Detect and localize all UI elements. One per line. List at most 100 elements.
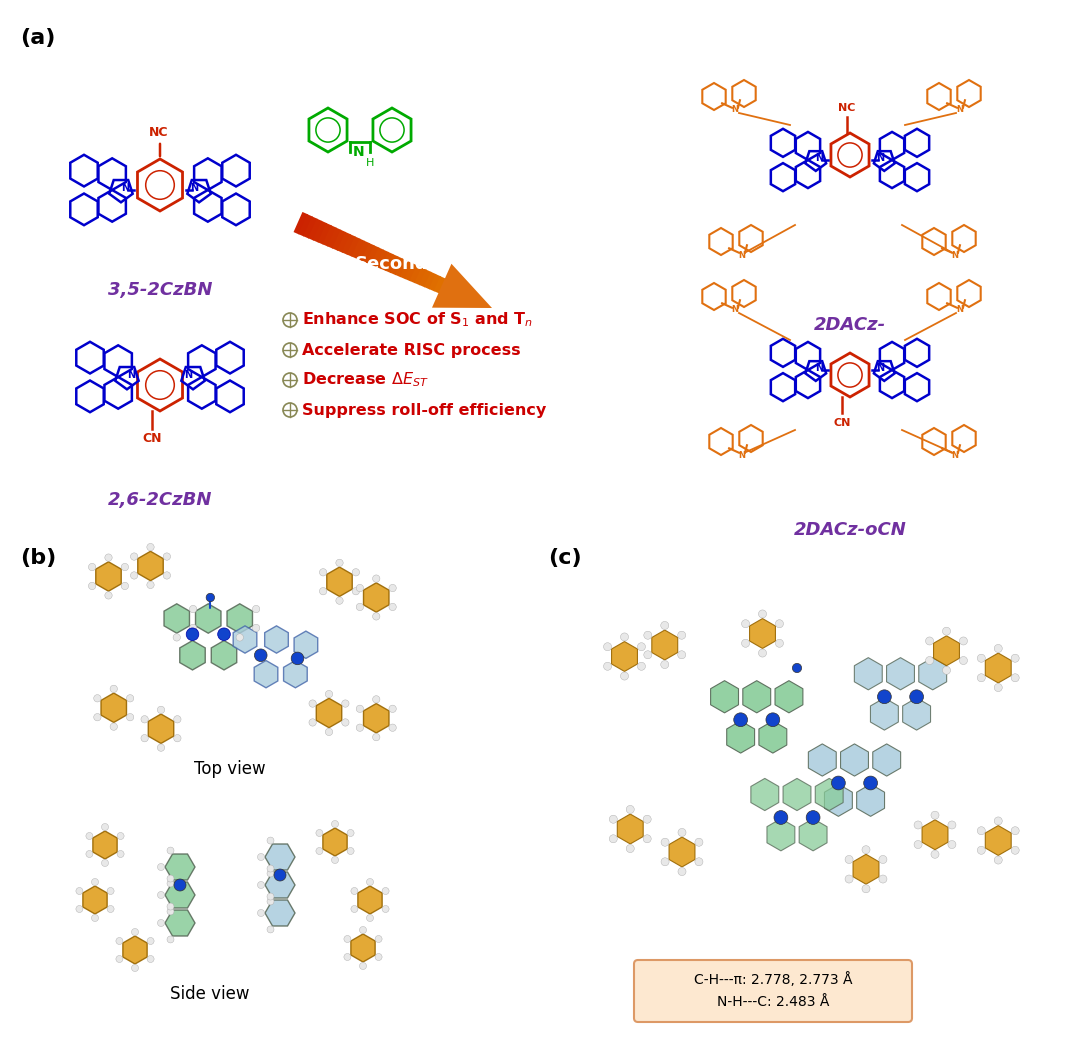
Circle shape [147, 544, 154, 551]
Text: N: N [876, 363, 885, 374]
Circle shape [366, 914, 374, 922]
Circle shape [661, 660, 669, 668]
Polygon shape [265, 872, 295, 898]
Text: N: N [951, 250, 959, 260]
Text: (c): (c) [548, 548, 582, 568]
Circle shape [158, 891, 164, 899]
Text: (a): (a) [21, 29, 55, 48]
Polygon shape [364, 583, 389, 612]
Circle shape [1011, 674, 1020, 682]
Circle shape [117, 832, 124, 840]
Polygon shape [767, 818, 795, 851]
Polygon shape [323, 828, 347, 856]
Circle shape [320, 587, 327, 595]
Polygon shape [327, 567, 352, 597]
Circle shape [1011, 655, 1020, 662]
Circle shape [742, 620, 750, 627]
Circle shape [774, 811, 787, 825]
Text: N: N [121, 184, 130, 193]
Polygon shape [424, 271, 436, 289]
Circle shape [325, 729, 333, 736]
Polygon shape [405, 263, 417, 281]
Circle shape [94, 714, 102, 721]
Circle shape [621, 672, 629, 680]
Polygon shape [870, 698, 899, 730]
Circle shape [336, 560, 343, 566]
Polygon shape [333, 229, 347, 251]
Polygon shape [265, 626, 288, 654]
Polygon shape [342, 234, 355, 254]
Circle shape [110, 723, 118, 731]
Polygon shape [165, 882, 195, 908]
Polygon shape [727, 721, 755, 753]
Polygon shape [347, 237, 361, 257]
Circle shape [373, 612, 380, 620]
Circle shape [332, 821, 338, 828]
Polygon shape [93, 831, 117, 859]
Circle shape [877, 690, 891, 703]
Polygon shape [775, 681, 802, 713]
Polygon shape [922, 819, 948, 850]
Circle shape [218, 628, 230, 641]
Circle shape [174, 716, 181, 723]
Text: N: N [951, 451, 959, 459]
Circle shape [948, 821, 956, 829]
Circle shape [267, 865, 274, 872]
Text: Second: Second [355, 254, 429, 274]
Circle shape [862, 885, 870, 892]
Polygon shape [376, 249, 389, 269]
Polygon shape [351, 239, 365, 259]
Circle shape [107, 887, 114, 894]
Circle shape [977, 674, 985, 682]
Polygon shape [856, 785, 885, 816]
Polygon shape [434, 277, 446, 294]
Text: Accelerate RISC process: Accelerate RISC process [302, 342, 521, 358]
Circle shape [352, 587, 360, 595]
Circle shape [347, 848, 354, 854]
Polygon shape [386, 254, 399, 274]
Circle shape [332, 856, 338, 864]
Text: CN: CN [834, 418, 851, 428]
Circle shape [644, 815, 651, 824]
Polygon shape [611, 642, 637, 672]
Circle shape [864, 776, 877, 790]
Polygon shape [840, 743, 868, 776]
Circle shape [86, 850, 93, 857]
Circle shape [943, 666, 950, 675]
Circle shape [862, 846, 870, 853]
Circle shape [351, 887, 357, 894]
Circle shape [959, 637, 968, 645]
Polygon shape [824, 785, 852, 816]
Polygon shape [415, 267, 427, 285]
Circle shape [977, 655, 985, 662]
Circle shape [356, 584, 364, 591]
Text: CN: CN [143, 433, 162, 446]
Circle shape [158, 920, 164, 926]
Text: N: N [353, 145, 365, 159]
Polygon shape [254, 660, 278, 687]
Circle shape [1011, 827, 1020, 834]
Polygon shape [783, 778, 811, 811]
Polygon shape [83, 886, 107, 914]
Circle shape [347, 830, 354, 836]
Polygon shape [298, 214, 313, 237]
Text: N: N [876, 153, 885, 164]
Polygon shape [419, 269, 432, 287]
Polygon shape [380, 251, 394, 271]
Circle shape [604, 643, 611, 650]
Polygon shape [370, 247, 384, 267]
Circle shape [637, 643, 646, 650]
Circle shape [102, 824, 108, 830]
Polygon shape [323, 225, 337, 247]
Circle shape [775, 639, 783, 647]
Circle shape [677, 650, 686, 659]
Polygon shape [815, 778, 843, 811]
Circle shape [147, 956, 154, 962]
Polygon shape [361, 243, 375, 263]
Circle shape [995, 644, 1002, 653]
Polygon shape [96, 562, 121, 591]
Circle shape [382, 905, 389, 912]
Circle shape [76, 905, 83, 912]
Circle shape [274, 869, 286, 881]
Circle shape [775, 620, 783, 627]
